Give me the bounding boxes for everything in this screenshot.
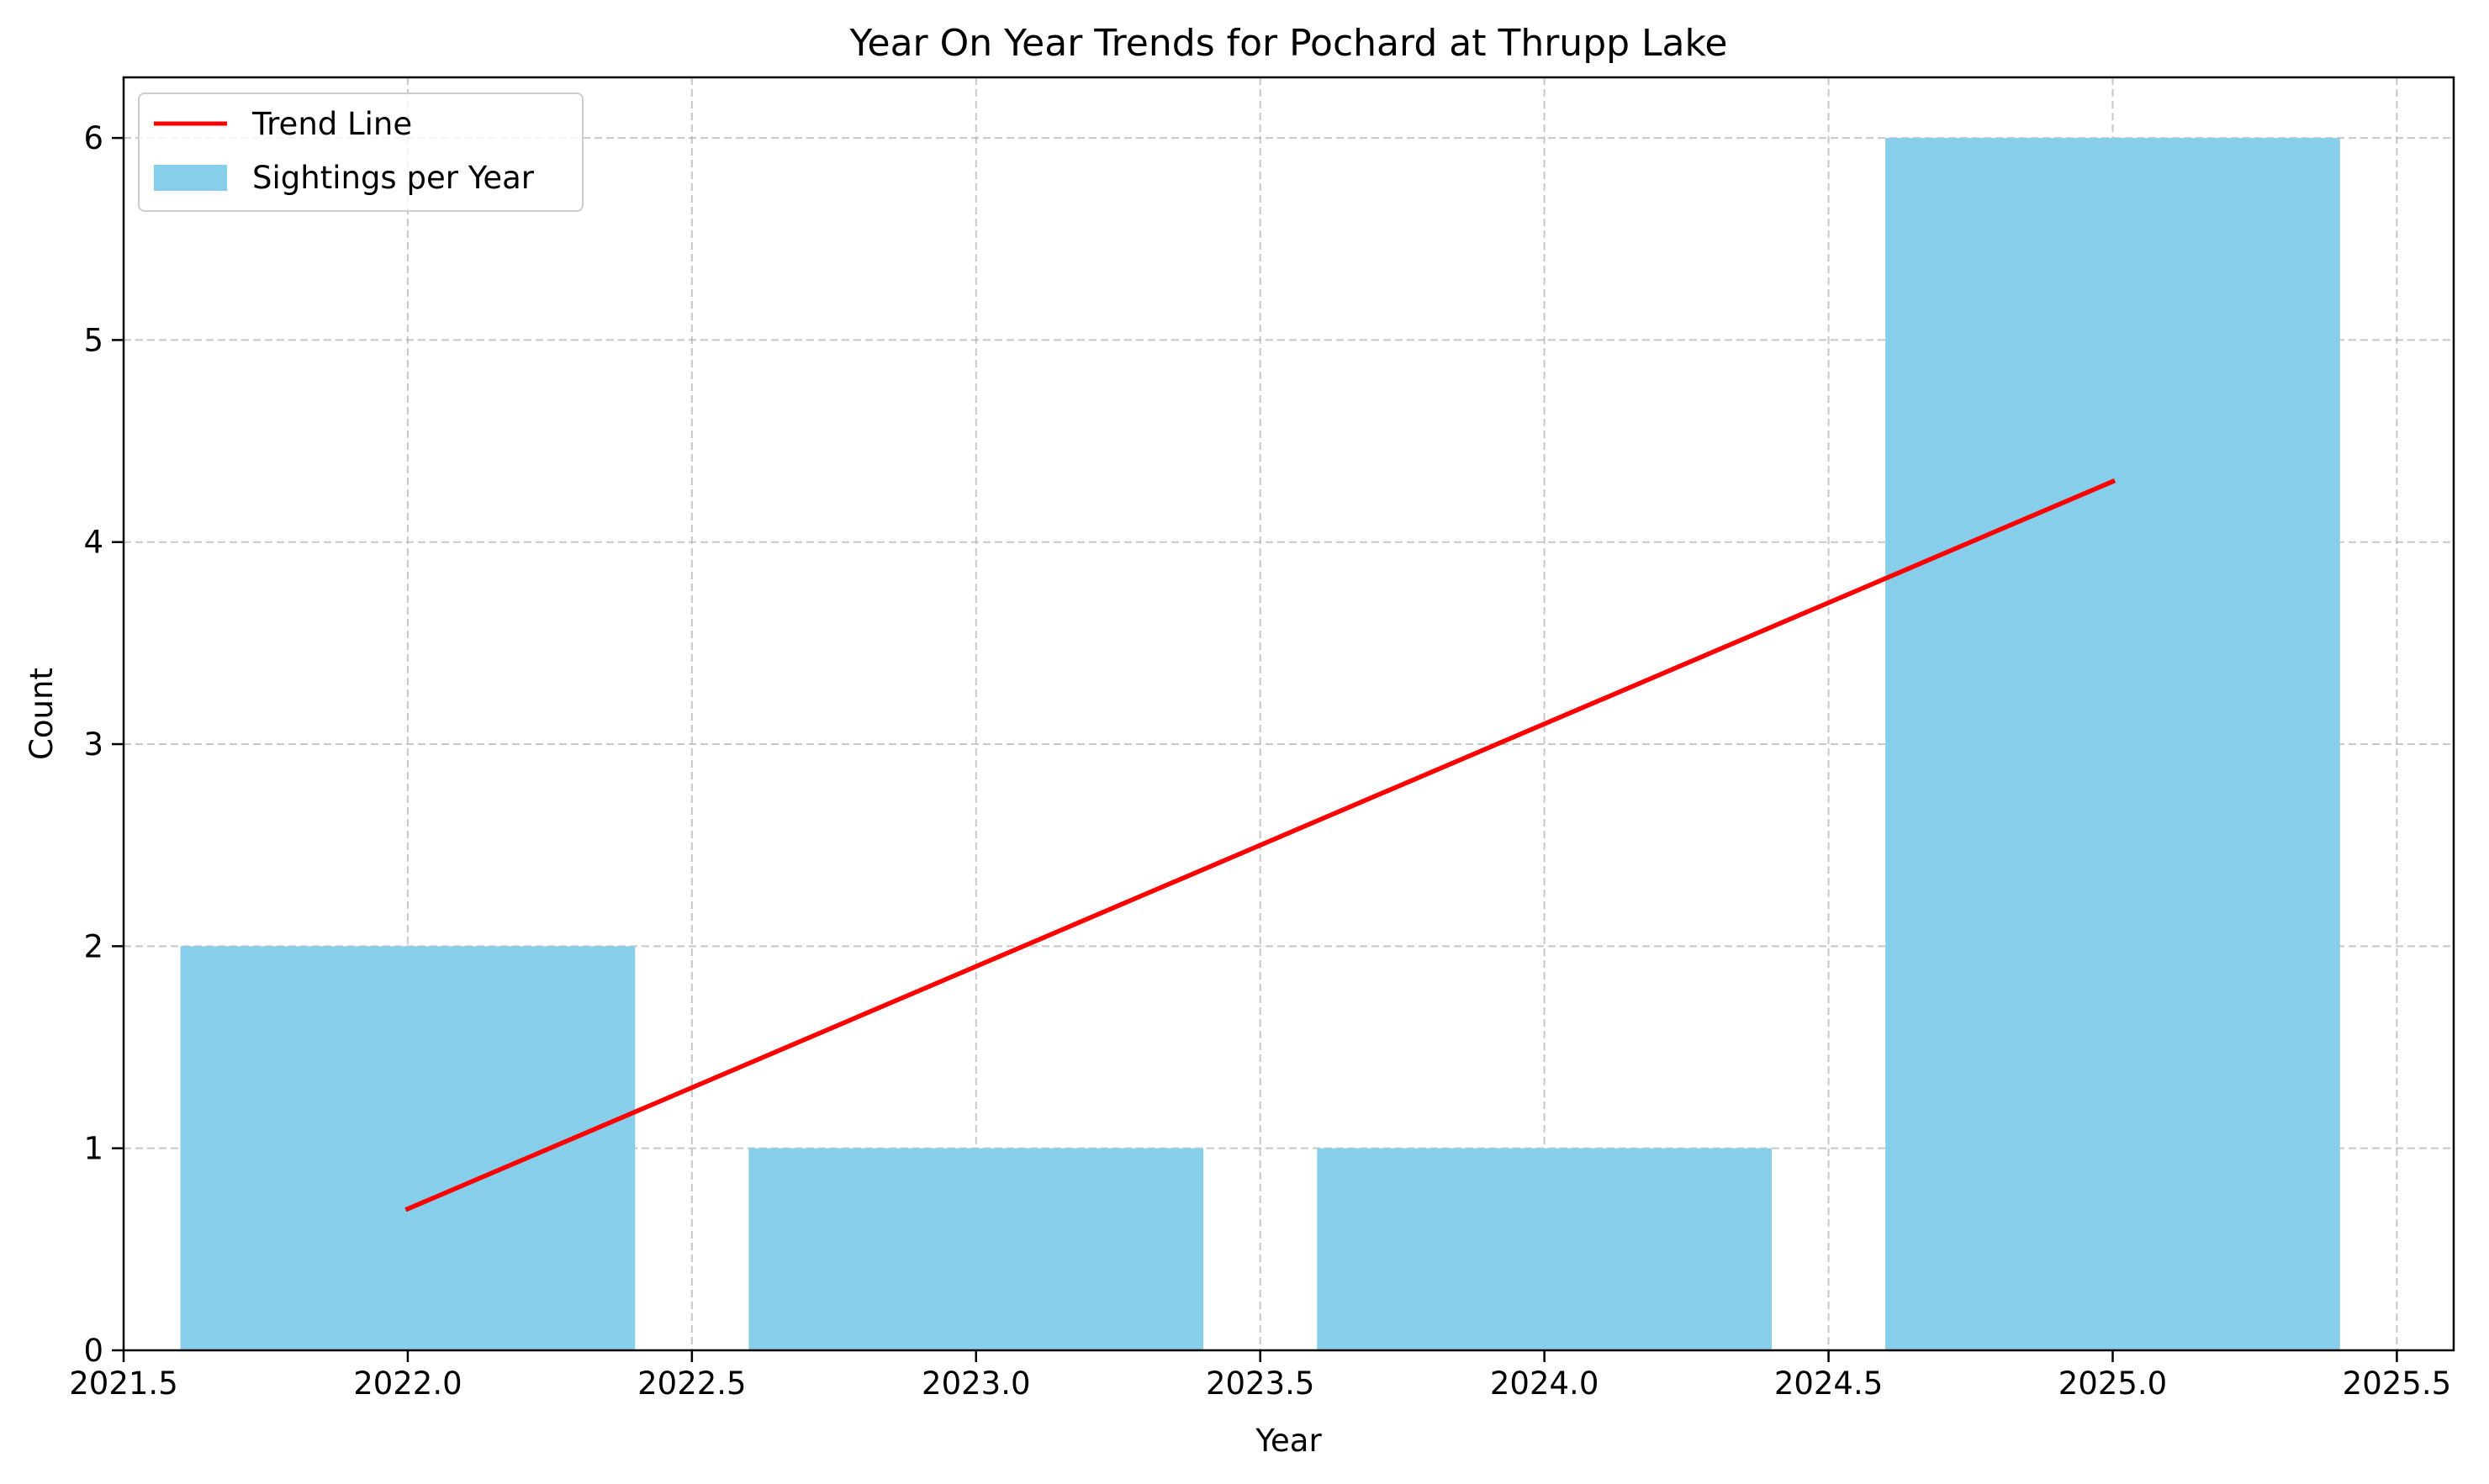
x-axis-label: Year (1255, 1423, 1322, 1459)
x-tick-label-3: 2023.0 (922, 1365, 1030, 1402)
trend-line (404, 478, 2116, 1212)
legend: Trend Line Sightings per Year (138, 92, 584, 212)
y-tick-label-3: 3 (83, 726, 103, 763)
x-tick-label-6: 2024.5 (1774, 1365, 1883, 1402)
x-tick-label-5: 2024.0 (1490, 1365, 1599, 1402)
y-axis-label: Count (24, 668, 60, 760)
chart-title: Year On Year Trends for Pochard at Thrup… (848, 22, 1727, 65)
x-tick-label-2: 2022.5 (637, 1365, 746, 1402)
plot-frame (122, 76, 2455, 1352)
bars (180, 138, 2340, 1351)
bar-2023 (748, 1148, 1204, 1350)
x-tick-label-7: 2025.0 (2058, 1365, 2167, 1402)
legend-box (138, 92, 584, 212)
y-tick-label-6: 6 (83, 120, 103, 156)
trend-line-layer (404, 478, 2116, 1212)
y-tick-label-0: 0 (83, 1333, 103, 1369)
y-tick-label-5: 5 (83, 322, 103, 358)
bar-2025 (1885, 138, 2340, 1351)
x-tick-label-4: 2023.5 (1206, 1365, 1314, 1402)
bar-2022 (180, 946, 636, 1350)
x-tick-label-8: 2025.5 (2343, 1365, 2451, 1402)
legend-swatch-sightings (154, 165, 227, 191)
legend-label-sightings: Sightings per Year (252, 160, 535, 196)
legend-label-trend-line: Trend Line (251, 106, 412, 142)
y-tick-label-4: 4 (83, 525, 103, 561)
y-tick-label-1: 1 (83, 1131, 103, 1167)
x-tick-label-0: 2021.5 (69, 1365, 177, 1402)
ticks: 2021.5 2022.0 2022.5 2023.0 2023.5 2024.0 2024… (69, 120, 2451, 1402)
x-tick-label-1: 2022.0 (353, 1365, 462, 1402)
y-tick-label-2: 2 (83, 928, 103, 964)
bar-2024 (1317, 1148, 1772, 1350)
